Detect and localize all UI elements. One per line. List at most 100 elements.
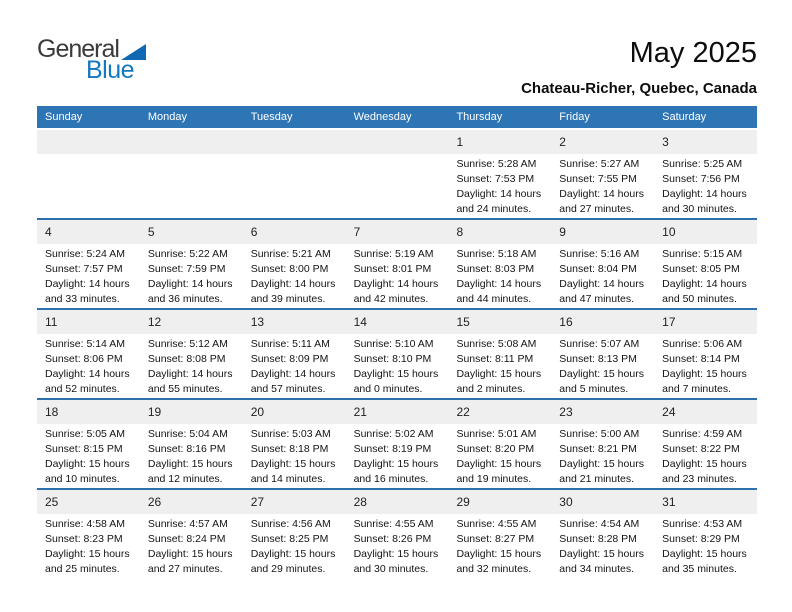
- day-cell: Sunrise: 5:06 AM Sunset: 8:14 PM Dayligh…: [654, 334, 757, 398]
- daylight-minutes-value: and 25 minutes.: [45, 563, 120, 575]
- sunset-label: Sunset:: [353, 353, 390, 365]
- sunset-line: Sunset: 8:22 PM: [662, 442, 754, 457]
- daylight-hours-value: 14 hours: [603, 278, 644, 290]
- sunrise-line: Sunrise: 5:21 AM: [251, 247, 343, 262]
- week-row: 18 19 20 21 22 23 24 Sunrise: 5:05 AM Sunset: …: [37, 398, 757, 488]
- daylight-hours-value: 15 hours: [705, 458, 747, 470]
- daylight-label: Daylight:: [559, 188, 601, 200]
- sunrise-label: Sunrise:: [250, 518, 290, 530]
- sunrise-value: 5:12 AM: [189, 338, 228, 350]
- daylight-minutes-value: and 33 minutes.: [45, 293, 120, 305]
- sunset-line: Sunset: 8:21 PM: [559, 442, 651, 457]
- weekday-cell: Monday: [147, 111, 187, 123]
- day-cell: Sunrise: 5:21 AM Sunset: 8:00 PM Dayligh…: [243, 244, 346, 308]
- sunset-line: Sunset: 7:55 PM: [559, 172, 651, 187]
- daylight-hours-value: 14 hours: [603, 188, 644, 200]
- daylight-line: Daylight: 14 hours: [456, 277, 548, 292]
- day-details-row: Sunrise: 5:05 AM Sunset: 8:15 PM Dayligh…: [37, 424, 757, 488]
- daylight-hours-value: 14 hours: [500, 278, 542, 290]
- sunrise-label: Sunrise:: [662, 428, 701, 440]
- sunrise-value: 4:59 AM: [703, 428, 743, 440]
- daylight-minutes-line: and 21 minutes.: [559, 472, 651, 487]
- sunset-line: Sunset: 8:24 PM: [148, 532, 240, 547]
- sunrise-value: 5:28 AM: [497, 158, 537, 170]
- daylight-minutes-value: and 50 minutes.: [662, 293, 737, 305]
- sunrise-label: Sunrise:: [147, 428, 187, 440]
- day-cell: Sunrise: 5:08 AM Sunset: 8:11 PM Dayligh…: [448, 334, 551, 398]
- daylight-line: Daylight: 15 hours: [251, 457, 343, 472]
- sunrise-line: Sunrise: 5:03 AM: [251, 427, 343, 442]
- day-number: 27: [250, 495, 265, 509]
- daylight-hours-value: 14 hours: [397, 278, 439, 290]
- daylight-label: Daylight:: [45, 278, 86, 290]
- sunset-value: 8:18 PM: [289, 443, 329, 455]
- daylight-minutes-value: and 30 minutes.: [353, 563, 429, 575]
- daylight-hours-value: 15 hours: [88, 548, 130, 560]
- sunrise-line: Sunrise: 4:56 AM: [251, 517, 343, 532]
- sunrise-value: 5:21 AM: [292, 248, 331, 260]
- daylight-line: Daylight: 15 hours: [45, 457, 137, 472]
- sunrise-line: Sunrise: 5:02 AM: [354, 427, 446, 442]
- day-number: 16: [559, 315, 573, 329]
- day-number: 28: [353, 495, 367, 509]
- empty-day-number: [37, 130, 140, 154]
- sunset-value: 8:19 PM: [392, 443, 432, 455]
- day-number: 19: [147, 405, 162, 419]
- daylight-hours-value: 14 hours: [191, 368, 233, 380]
- daylight-hours-value: 15 hours: [603, 368, 644, 380]
- sunset-line: Sunset: 8:29 PM: [662, 532, 754, 547]
- daylight-label: Daylight:: [250, 368, 292, 380]
- day-number: 21: [353, 405, 367, 419]
- day-number: 10: [662, 225, 676, 239]
- daylight-line: Daylight: 15 hours: [662, 367, 754, 382]
- sunset-value: 8:29 PM: [700, 533, 740, 545]
- daylight-minutes-value: and 27 minutes.: [147, 563, 223, 575]
- sunset-value: 8:23 PM: [83, 533, 123, 545]
- daylight-hours-value: 15 hours: [294, 548, 336, 560]
- daylight-minutes-value: and 35 minutes.: [662, 563, 737, 575]
- daylight-line: Daylight: 14 hours: [662, 187, 754, 202]
- sunrise-label: Sunrise:: [559, 338, 598, 350]
- sunrise-value: 5:19 AM: [395, 248, 434, 260]
- sunrise-line: Sunrise: 4:55 AM: [456, 517, 548, 532]
- daylight-line: Daylight: 15 hours: [662, 547, 754, 562]
- daylight-line: Daylight: 14 hours: [354, 277, 446, 292]
- day-number: 29: [456, 495, 470, 509]
- sunset-label: Sunset:: [353, 443, 390, 455]
- sunset-label: Sunset:: [45, 533, 81, 545]
- daylight-label: Daylight:: [147, 278, 189, 290]
- day-cell: Sunrise: 5:15 AM Sunset: 8:05 PM Dayligh…: [654, 244, 757, 308]
- day-cell: Sunrise: 4:55 AM Sunset: 8:26 PM Dayligh…: [346, 514, 449, 578]
- sunset-value: 8:13 PM: [597, 353, 637, 365]
- day-number-strip: 25 26 27 28 29 30 31: [37, 490, 757, 514]
- weekday-cell: Tuesday: [250, 111, 293, 123]
- day-cell: Sunrise: 5:14 AM Sunset: 8:06 PM Dayligh…: [37, 334, 140, 398]
- sunrise-line: Sunrise: 5:10 AM: [354, 337, 446, 352]
- daylight-label: Daylight:: [559, 548, 601, 560]
- daylight-minutes-line: and 30 minutes.: [354, 562, 446, 577]
- daylight-hours-value: 15 hours: [500, 458, 542, 470]
- sunset-line: Sunset: 8:04 PM: [559, 262, 651, 277]
- sunset-value: 8:25 PM: [289, 533, 329, 545]
- day-number: 8: [456, 225, 464, 239]
- sunset-label: Sunset:: [559, 533, 595, 545]
- day-number: 22: [456, 405, 470, 419]
- daylight-label: Daylight:: [45, 548, 86, 560]
- sunrise-label: Sunrise:: [250, 428, 290, 440]
- sunrise-label: Sunrise:: [45, 518, 84, 530]
- week-row: 25 26 27 28 29 30 31 Sunrise: 4:58 AM Sunset: …: [37, 488, 757, 578]
- sunset-value: 8:24 PM: [186, 533, 226, 545]
- sunrise-value: 5:15 AM: [703, 248, 743, 260]
- sunrise-line: Sunrise: 5:16 AM: [559, 247, 651, 262]
- daylight-label: Daylight:: [456, 458, 498, 470]
- sunrise-value: 5:24 AM: [86, 248, 125, 260]
- sunrise-line: Sunrise: 5:14 AM: [45, 337, 137, 352]
- sunset-line: Sunset: 7:56 PM: [662, 172, 754, 187]
- empty-day-number: [346, 130, 449, 154]
- sunrise-value: 5:08 AM: [497, 338, 537, 350]
- sunset-value: 8:05 PM: [700, 263, 740, 275]
- daylight-label: Daylight:: [147, 548, 189, 560]
- sunrise-label: Sunrise:: [662, 248, 701, 260]
- daylight-label: Daylight:: [353, 458, 395, 470]
- daylight-minutes-value: and 14 minutes.: [250, 473, 326, 485]
